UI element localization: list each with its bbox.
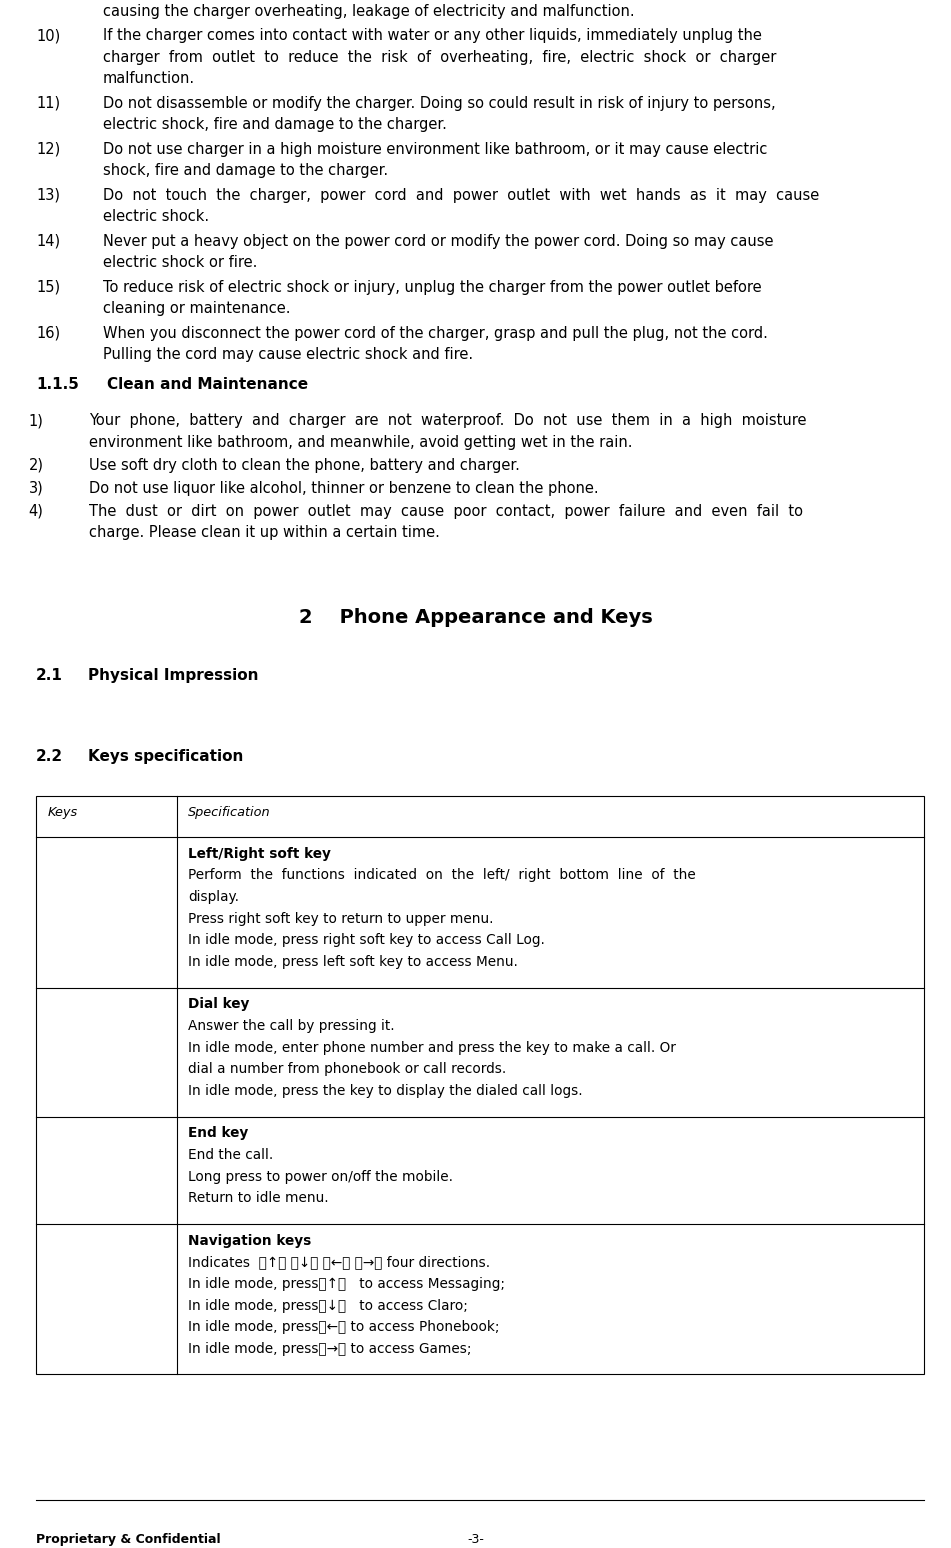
Text: In idle mode, enter phone number and press the key to make a call. Or: In idle mode, enter phone number and pre… — [188, 1040, 676, 1054]
Text: Do not use liquor like alcohol, thinner or benzene to clean the phone.: Do not use liquor like alcohol, thinner … — [89, 481, 599, 495]
Text: 15): 15) — [36, 280, 60, 294]
Text: Do not disassemble or modify the charger. Doing so could result in risk of injur: Do not disassemble or modify the charger… — [103, 96, 775, 111]
Text: electric shock, fire and damage to the charger.: electric shock, fire and damage to the c… — [103, 118, 447, 132]
Text: Indicates  【↑】 【↓】 【←】 【→】 four directions.: Indicates 【↑】 【↓】 【←】 【→】 four direction… — [188, 1255, 491, 1269]
Text: Long press to power on/off the mobile.: Long press to power on/off the mobile. — [188, 1170, 454, 1184]
Text: If the charger comes into contact with water or any other liquids, immediately u: If the charger comes into contact with w… — [103, 28, 762, 43]
Text: Do not use charger in a high moisture environment like bathroom, or it may cause: Do not use charger in a high moisture en… — [103, 142, 767, 156]
Text: 2.2: 2.2 — [36, 749, 64, 763]
Text: environment like bathroom, and meanwhile, avoid getting wet in the rain.: environment like bathroom, and meanwhile… — [89, 435, 633, 450]
Text: In idle mode, press【→】 to access Games;: In idle mode, press【→】 to access Games; — [188, 1342, 472, 1356]
Text: Specification: Specification — [188, 805, 271, 819]
Text: End the call.: End the call. — [188, 1149, 274, 1163]
Text: Do  not  touch  the  charger,  power  cord  and  power  outlet  with  wet  hands: Do not touch the charger, power cord and… — [103, 187, 819, 203]
Text: charge. Please clean it up within a certain time.: charge. Please clean it up within a cert… — [89, 525, 440, 540]
Text: cleaning or maintenance.: cleaning or maintenance. — [103, 300, 290, 316]
Text: Pulling the cord may cause electric shock and fire.: Pulling the cord may cause electric shoc… — [103, 347, 473, 362]
Text: shock, fire and damage to the charger.: shock, fire and damage to the charger. — [103, 163, 388, 178]
Text: In idle mode, press left soft key to access Menu.: In idle mode, press left soft key to acc… — [188, 955, 518, 969]
Text: electric shock or fire.: electric shock or fire. — [103, 255, 257, 269]
Text: In idle mode, press right soft key to access Call Log.: In idle mode, press right soft key to ac… — [188, 933, 545, 947]
Text: Keys specification: Keys specification — [88, 749, 243, 763]
Text: 3): 3) — [29, 481, 44, 495]
Text: Left/Right soft key: Left/Right soft key — [188, 847, 331, 861]
Text: Never put a heavy object on the power cord or modify the power cord. Doing so ma: Never put a heavy object on the power co… — [103, 234, 773, 249]
Text: -3-: -3- — [467, 1533, 484, 1545]
Text: Navigation keys: Navigation keys — [188, 1234, 312, 1248]
Text: Perform  the  functions  indicated  on  the  left/  right  bottom  line  of  the: Perform the functions indicated on the l… — [188, 868, 696, 882]
Text: The  dust  or  dirt  on  power  outlet  may  cause  poor  contact,  power  failu: The dust or dirt on power outlet may cau… — [89, 503, 804, 519]
Bar — [36, 796, 924, 1375]
Text: End key: End key — [188, 1127, 248, 1141]
Text: 12): 12) — [36, 142, 60, 156]
Text: electric shock.: electric shock. — [103, 209, 209, 224]
Text: In idle mode, press the key to display the dialed call logs.: In idle mode, press the key to display t… — [188, 1084, 583, 1098]
Text: 1): 1) — [29, 413, 44, 429]
Text: Dial key: Dial key — [188, 997, 250, 1011]
Text: To reduce risk of electric shock or injury, unplug the charger from the power ou: To reduce risk of electric shock or inju… — [103, 280, 762, 294]
Text: Your  phone,  battery  and  charger  are  not  waterproof.  Do  not  use  them  : Your phone, battery and charger are not … — [89, 413, 806, 429]
Text: 11): 11) — [36, 96, 60, 111]
Text: Proprietary & Confidential: Proprietary & Confidential — [36, 1533, 221, 1545]
Text: Press right soft key to return to upper menu.: Press right soft key to return to upper … — [188, 912, 494, 926]
Text: Physical Impression: Physical Impression — [88, 667, 259, 683]
Text: 2): 2) — [29, 458, 44, 472]
Text: When you disconnect the power cord of the charger, grasp and pull the plug, not : When you disconnect the power cord of th… — [103, 325, 767, 341]
Text: 2    Phone Appearance and Keys: 2 Phone Appearance and Keys — [299, 608, 652, 627]
Text: 4): 4) — [29, 503, 44, 519]
Text: Keys: Keys — [48, 805, 78, 819]
Text: In idle mode, press【↑】   to access Messaging;: In idle mode, press【↑】 to access Messagi… — [188, 1277, 505, 1291]
Text: 16): 16) — [36, 325, 60, 341]
Text: display.: display. — [188, 890, 240, 904]
Text: 1.1.5: 1.1.5 — [36, 378, 79, 392]
Text: charger  from  outlet  to  reduce  the  risk  of  overheating,  fire,  electric : charger from outlet to reduce the risk o… — [103, 50, 776, 65]
Text: 13): 13) — [36, 187, 60, 203]
Text: dial a number from phonebook or call records.: dial a number from phonebook or call rec… — [188, 1062, 507, 1076]
Text: 2.1: 2.1 — [36, 667, 63, 683]
Text: 10): 10) — [36, 28, 60, 43]
Text: Use soft dry cloth to clean the phone, battery and charger.: Use soft dry cloth to clean the phone, b… — [89, 458, 520, 472]
Text: Return to idle menu.: Return to idle menu. — [188, 1192, 329, 1206]
Text: causing the charger overheating, leakage of electricity and malfunction.: causing the charger overheating, leakage… — [103, 3, 634, 19]
Text: In idle mode, press【←】 to access Phonebook;: In idle mode, press【←】 to access Phonebo… — [188, 1320, 500, 1334]
Text: Clean and Maintenance: Clean and Maintenance — [107, 378, 308, 392]
Text: Answer the call by pressing it.: Answer the call by pressing it. — [188, 1019, 395, 1033]
Text: malfunction.: malfunction. — [103, 71, 195, 87]
Text: 14): 14) — [36, 234, 60, 249]
Text: In idle mode, press【↓】   to access Claro;: In idle mode, press【↓】 to access Claro; — [188, 1299, 468, 1313]
